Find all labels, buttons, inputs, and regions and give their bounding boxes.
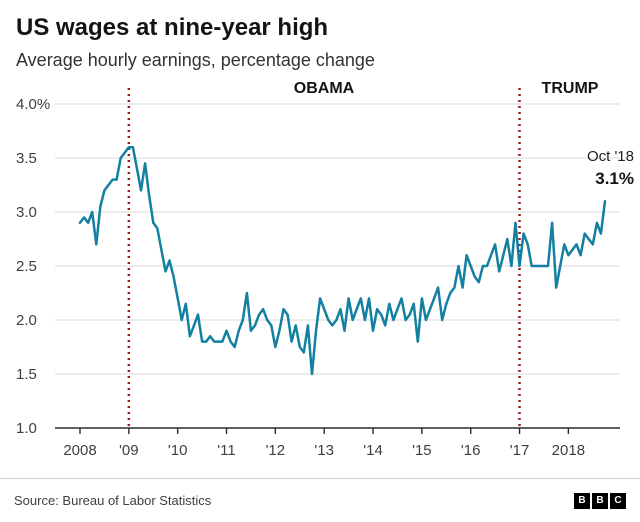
wage-line-chart: 4.0% 3.5 3.0 2.5 2.0 1.5 1.0 2008 '09 '10 '11 '12 '1…	[0, 74, 640, 472]
x-axis-label: 2008	[63, 442, 96, 459]
y-axis-label: 1.5	[16, 366, 37, 383]
wage-series-line	[78, 145, 607, 376]
x-axis-label: '10	[168, 442, 188, 459]
x-axis-label: '15	[412, 442, 432, 459]
bbc-logo-letter: B	[592, 492, 608, 509]
y-axis-label: 2.5	[16, 258, 37, 275]
y-axis-label: 2.0	[16, 312, 37, 329]
trump-annotation: TRUMP	[541, 80, 599, 97]
bbc-logo: B B C	[574, 492, 626, 509]
bbc-logo-letter: B	[574, 492, 590, 509]
x-axis-label: '12	[266, 442, 286, 459]
bbc-logo-letter: C	[610, 492, 626, 509]
x-axis-label: '17	[510, 442, 530, 459]
latest-value-percent: 3.1%	[595, 169, 634, 188]
obama-annotation: OBAMA	[293, 80, 355, 97]
y-axis-label: 4.0%	[16, 96, 50, 113]
chart-plot-area: 4.0% 3.5 3.0 2.5 2.0 1.5 1.0 2008 '09 '10 '11 '12 '1…	[16, 88, 620, 459]
latest-value-date: Oct '18	[586, 148, 634, 165]
x-axis-label: '14	[363, 442, 383, 459]
x-axis-label: '09	[119, 442, 139, 459]
y-axis-label: 1.0	[16, 420, 37, 437]
source-attribution: Source: Bureau of Labor Statistics	[14, 493, 212, 508]
x-axis-label: '13	[314, 442, 334, 459]
chart-subtitle: Average hourly earnings, percentage chan…	[16, 50, 375, 70]
x-axis-label: '16	[461, 442, 481, 459]
latest-value-annotation: Oct '18 3.1%	[587, 146, 634, 190]
page-title: US wages at nine-year high	[16, 14, 329, 41]
y-axis-label: 3.0	[16, 204, 37, 221]
y-axis-label: 3.5	[16, 150, 37, 167]
x-axis-label: '11	[217, 442, 235, 459]
chart-header: US wages at nine-year high Average hourl…	[0, 0, 640, 72]
x-axis-label: 2018	[552, 442, 585, 459]
chart-footer: Source: Bureau of Labor Statistics B B C	[0, 478, 640, 522]
